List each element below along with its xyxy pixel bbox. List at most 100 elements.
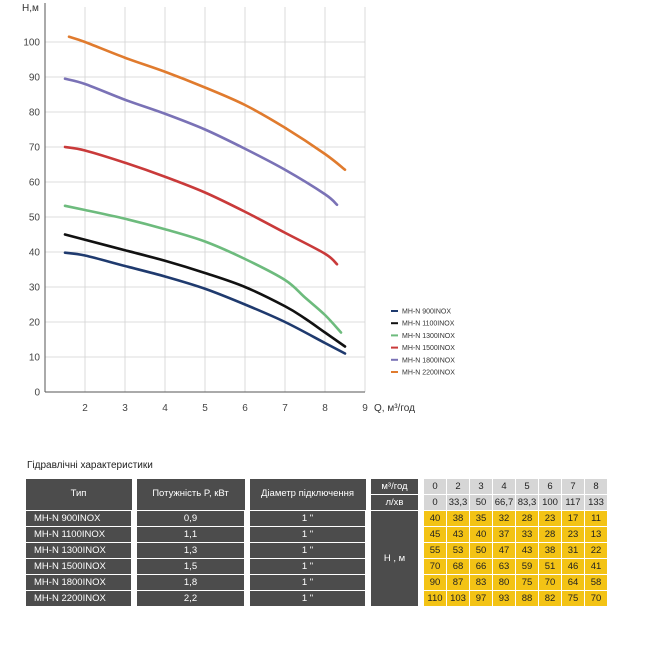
flow-lmin-value: 117 bbox=[561, 494, 585, 511]
head-value: 35 bbox=[469, 510, 493, 527]
col-gap bbox=[418, 574, 424, 591]
flow-lmin-value: 0 bbox=[423, 494, 447, 511]
y-tick-label: 70 bbox=[29, 143, 41, 154]
head-value: 88 bbox=[515, 590, 539, 607]
flow-m3-value: 7 bbox=[561, 478, 585, 495]
head-value: 51 bbox=[538, 558, 562, 575]
y-tick-label: 90 bbox=[29, 73, 41, 84]
table-row: MH-N 1500INOX 1,5 1 " 70 68 66 63 59 51 46 41 bbox=[25, 558, 608, 575]
row-diameter: 1 " bbox=[249, 526, 366, 543]
head-value: 40 bbox=[423, 510, 447, 527]
x-tick-label: 5 bbox=[202, 403, 208, 414]
head-value: 23 bbox=[538, 510, 562, 527]
head-value: 80 bbox=[492, 574, 516, 591]
chart-axes: 0 10 20 30 40 50 60 70 80 90 100 2 3 4 5 6 7 8 9 H,м Q, м³/г… bbox=[22, 3, 415, 414]
flow-lmin-value: 83,3 bbox=[515, 494, 539, 511]
x-tick-label: 2 bbox=[82, 403, 88, 414]
head-value: 22 bbox=[584, 542, 608, 559]
col-gap bbox=[418, 526, 424, 543]
head-value: 75 bbox=[515, 574, 539, 591]
head-value: 43 bbox=[446, 526, 470, 543]
chart-canvas: 0 10 20 30 40 50 60 70 80 90 100 2 3 4 5 6 7 8 9 H,м Q, м³/г… bbox=[22, 3, 455, 414]
head-label: H , м bbox=[370, 510, 419, 607]
col-gap bbox=[365, 542, 371, 559]
hydraulic-table: Тип Потужність P, кВт Діаметр підключення м… bbox=[25, 478, 608, 607]
series-line-4 bbox=[63, 145, 339, 266]
table-row: MH-N 900INOX 0,9 1 " H , м 40 38 35 32 28 23 17 11 bbox=[25, 510, 608, 607]
x-tick-label: 6 bbox=[242, 403, 248, 414]
head-value: 13 bbox=[584, 526, 608, 543]
row-type: MH-N 1300INOX bbox=[25, 542, 132, 559]
head-value: 47 bbox=[492, 542, 516, 559]
header-type: Тип bbox=[25, 478, 132, 511]
head-value: 45 bbox=[423, 526, 447, 543]
y-tick-label: 20 bbox=[29, 318, 41, 329]
head-value: 23 bbox=[561, 526, 585, 543]
head-value: 63 bbox=[492, 558, 516, 575]
y-tick-label: 60 bbox=[29, 178, 41, 189]
row-type: MH-N 1100INOX bbox=[25, 526, 132, 543]
col-gap bbox=[365, 526, 371, 543]
flow-m3-value: 4 bbox=[492, 478, 516, 495]
x-tick-label: 7 bbox=[282, 403, 288, 414]
chart-grid bbox=[45, 7, 366, 392]
head-value: 32 bbox=[492, 510, 516, 527]
head-value: 97 bbox=[469, 590, 493, 607]
flow-m3-value: 3 bbox=[469, 478, 493, 495]
legend-label: MH-N 1800INOX bbox=[402, 357, 455, 364]
row-power: 2,2 bbox=[136, 590, 245, 607]
x-tick-label: 9 bbox=[362, 403, 368, 414]
head-value: 28 bbox=[538, 526, 562, 543]
legend-label: MH-N 1300INOX bbox=[402, 333, 455, 340]
series-line-5 bbox=[63, 77, 339, 207]
y-axis-title: H,м bbox=[22, 3, 39, 14]
x-tick-label: 3 bbox=[122, 403, 128, 414]
series-line-2 bbox=[63, 233, 347, 348]
y-tick-label: 50 bbox=[29, 213, 41, 224]
table-row: MH-N 1100INOX 1,1 1 " 45 43 40 37 33 28 23 13 bbox=[25, 526, 608, 543]
x-axis-title: Q, м³/год bbox=[374, 403, 415, 414]
col-gap bbox=[131, 478, 137, 511]
head-value: 11 bbox=[584, 510, 608, 527]
head-value: 55 bbox=[423, 542, 447, 559]
pump-curve-chart: 0 10 20 30 40 50 60 70 80 90 100 2 3 4 5 6 7 8 9 H,м Q, м³/г… bbox=[22, 3, 455, 414]
col-gap bbox=[244, 574, 250, 591]
head-value: 82 bbox=[538, 590, 562, 607]
row-type: MH-N 2200INOX bbox=[25, 590, 132, 607]
flow-lmin-value: 133 bbox=[584, 494, 608, 511]
legend-label: MH-N 900INOX bbox=[402, 309, 451, 316]
header-diameter: Діаметр підключення bbox=[249, 478, 366, 511]
y-tick-label: 100 bbox=[23, 38, 40, 49]
col-gap bbox=[418, 542, 424, 559]
row-diameter: 1 " bbox=[249, 510, 366, 527]
y-tick-label: 10 bbox=[29, 353, 41, 364]
row-diameter: 1 " bbox=[249, 542, 366, 559]
col-gap bbox=[418, 494, 424, 511]
col-gap bbox=[418, 558, 424, 575]
flow-m3-value: 2 bbox=[446, 478, 470, 495]
col-gap bbox=[244, 558, 250, 575]
col-gap bbox=[244, 590, 250, 607]
head-value: 66 bbox=[469, 558, 493, 575]
head-value: 90 bbox=[423, 574, 447, 591]
head-value: 64 bbox=[561, 574, 585, 591]
col-gap bbox=[131, 558, 137, 575]
flow-m3-value: 8 bbox=[584, 478, 608, 495]
col-gap bbox=[365, 574, 371, 591]
table-title: Гідравлічні характеристики bbox=[27, 460, 153, 471]
x-tick-label: 4 bbox=[162, 403, 168, 414]
flow-lmin-value: 66,7 bbox=[492, 494, 516, 511]
table-row: MH-N 1300INOX 1,3 1 " 55 53 50 47 43 38 31 22 bbox=[25, 542, 608, 559]
header-flow-lmin: л/хв bbox=[370, 494, 419, 511]
head-value: 31 bbox=[561, 542, 585, 559]
row-power: 0,9 bbox=[136, 510, 245, 527]
head-value: 59 bbox=[515, 558, 539, 575]
row-power: 1,3 bbox=[136, 542, 245, 559]
col-gap bbox=[131, 574, 137, 591]
head-value: 38 bbox=[446, 510, 470, 527]
row-power: 1,5 bbox=[136, 558, 245, 575]
y-tick-label: 30 bbox=[29, 283, 41, 294]
head-value: 110 bbox=[423, 590, 447, 607]
col-gap bbox=[365, 590, 371, 607]
table-row: MH-N 2200INOX 2,2 1 " 110 103 97 93 88 82 75 70 bbox=[25, 590, 608, 607]
